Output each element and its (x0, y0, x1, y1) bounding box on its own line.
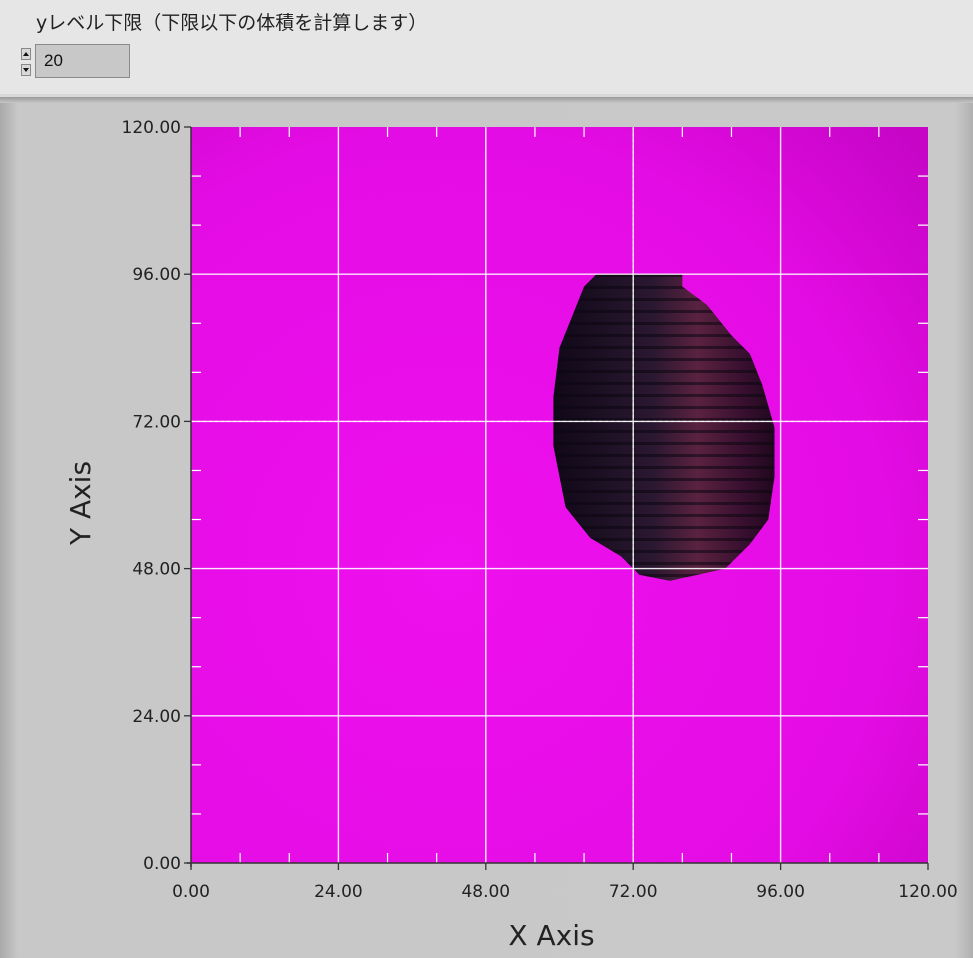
y-tick-label: 72.00 (132, 412, 181, 432)
y-tick-label: 96.00 (132, 265, 181, 285)
x-tick-label: 24.00 (314, 882, 363, 902)
x-tick-label: 120.00 (898, 882, 957, 902)
y-tick-label: 24.00 (132, 707, 181, 727)
x-tick-label: 96.00 (756, 882, 805, 902)
x-tick-label: 48.00 (461, 882, 510, 902)
x-tick-label: 72.00 (609, 882, 658, 902)
lower-limit-input[interactable]: 20 (35, 44, 130, 78)
increment-arrow-icon[interactable] (21, 48, 31, 60)
intensity-region-texture (553, 274, 775, 581)
lower-limit-label: yレベル下限（下限以下の体積を計算します） (36, 12, 428, 34)
x-axis-title: X Axis (508, 919, 594, 952)
y-tick-label: 48.00 (132, 560, 181, 580)
decrement-arrow-icon[interactable] (21, 64, 31, 76)
y-tick-label: 120.00 (122, 118, 181, 138)
lower-limit-stepper[interactable] (19, 48, 33, 76)
heatmap-plot[interactable]: 0.00 24.00 48.00 72.00 96.00 120.00 0.00 24.00 4… (0, 97, 973, 958)
y-tick-label: 0.00 (143, 854, 181, 874)
y-axis-title: Y Axis (64, 461, 97, 546)
intensity-graph: 0.00 24.00 48.00 72.00 96.00 120.00 0.00 24.00 4… (0, 94, 973, 958)
plot-area (191, 127, 928, 863)
x-tick-label: 0.00 (172, 882, 210, 902)
